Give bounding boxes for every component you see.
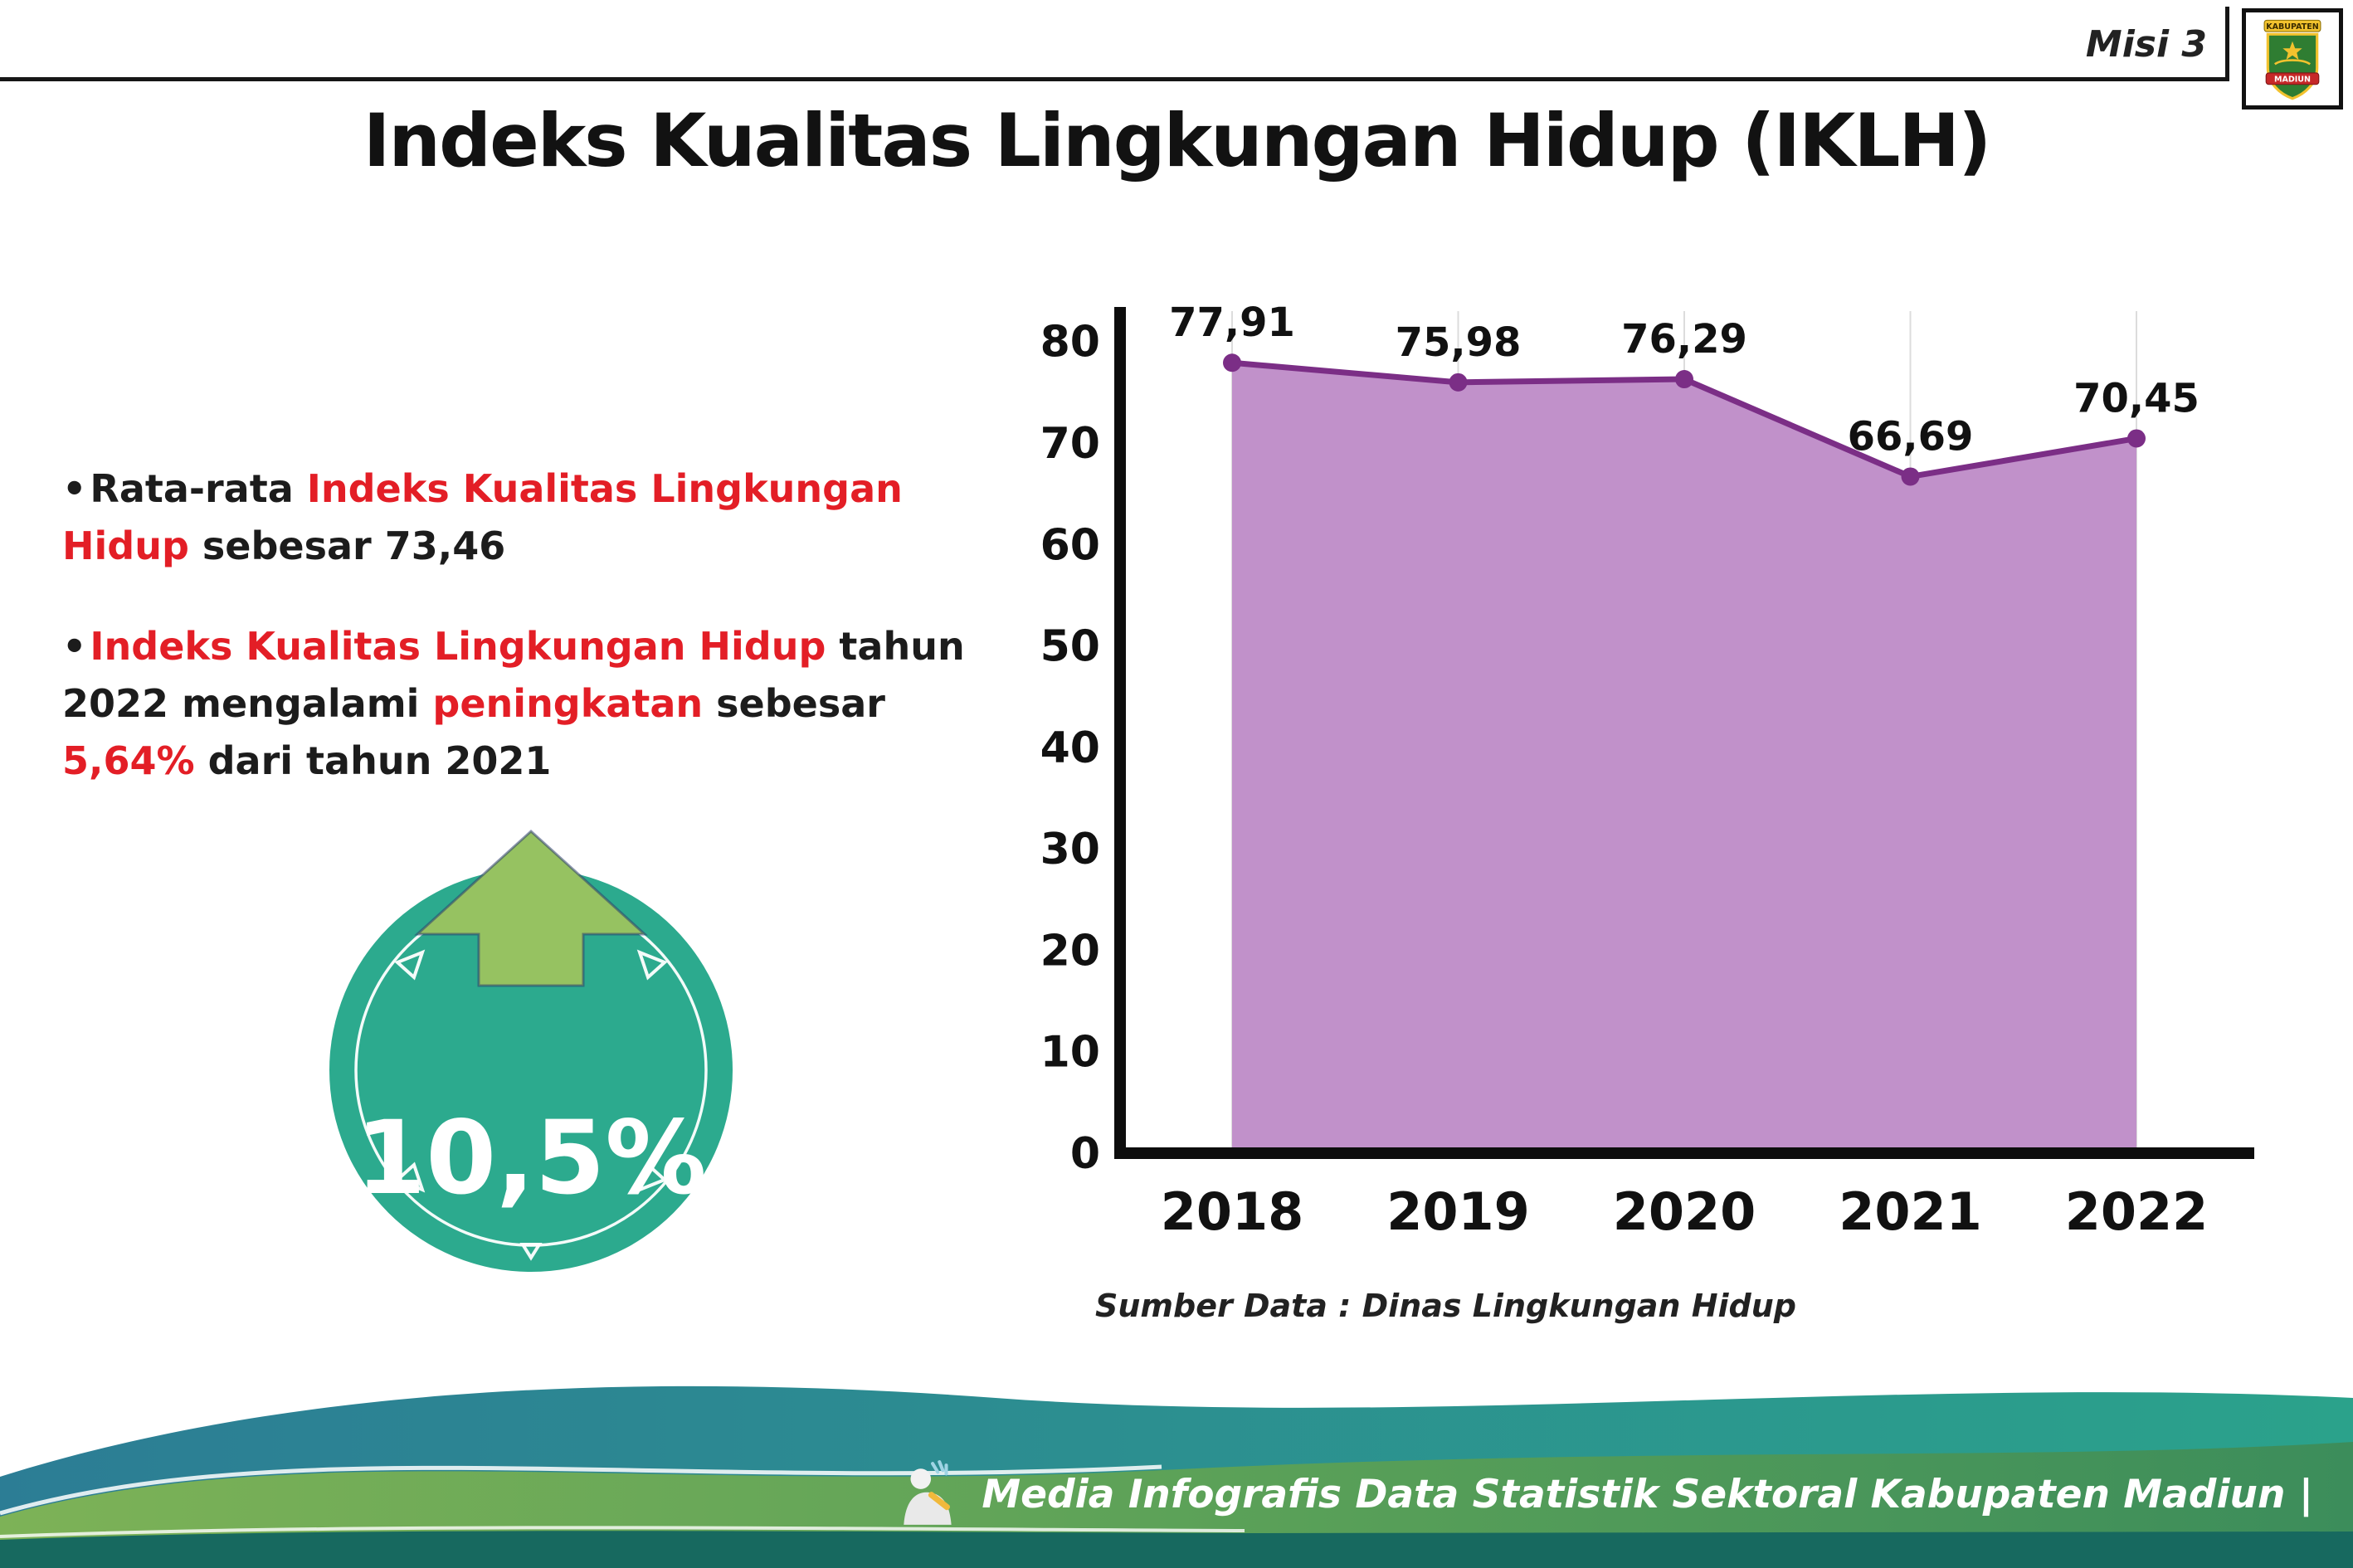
y-tick-label: 10 [1040, 1028, 1100, 1078]
value-label: 76,29 [1621, 316, 1747, 363]
data-point [2127, 429, 2146, 448]
svg-text:KABUPATEN: KABUPATEN [2266, 22, 2318, 32]
header-rule [0, 77, 2227, 81]
bullet1-highlight: Indeks Kualitas Lingkungan Hidup [62, 466, 903, 568]
misi-label: Misi 3 [2085, 23, 2207, 66]
footer-wave [0, 1385, 2353, 1568]
x-tick-label: 2021 [1839, 1181, 1982, 1242]
data-point [1901, 467, 1920, 486]
value-label: 75,98 [1396, 319, 1522, 366]
y-tick-label: 70 [1040, 419, 1100, 469]
y-tick-label: 40 [1040, 723, 1100, 773]
iklh-chart-svg: 80 70 60 50 40 30 20 10 0 2018 2019 2020 2021 2022 77,… [1040, 299, 2254, 1242]
bullet1-tail: sebesar 73,46 [188, 523, 506, 568]
summary-bullets: Rata-rata Indeks Kualitas Lingkungan Hid… [62, 460, 983, 833]
footer-credit-row: Media Infografis Data Statistik Sektoral… [894, 1458, 2313, 1530]
x-tick-label: 2022 [2065, 1181, 2209, 1242]
x-tick-label: 2018 [1161, 1181, 1304, 1242]
up-arrow-icon [414, 829, 648, 987]
value-label: 77,91 [1169, 299, 1295, 346]
bullet1-text: Rata-rata [90, 466, 307, 511]
bullet2-highlight-1: Indeks Kualitas Lingkungan Hidup [90, 624, 826, 669]
x-tick-label: 2019 [1386, 1181, 1530, 1242]
header-rule-corner [2225, 7, 2229, 81]
badge-value: 10,5% [355, 1099, 706, 1217]
bullet2-highlight-3: 5,64% [62, 738, 195, 783]
area-series [1232, 363, 2136, 1153]
data-point [1223, 353, 1241, 373]
page-title: Indeks Kualitas Lingkungan Hidup (IKLH) [363, 98, 1992, 183]
increase-badge-graphic: 10,5% [329, 829, 733, 1272]
bullet2-text-3: dari tahun 2021 [194, 738, 552, 783]
bullet2-text-1: tahun 2022 mengalami [62, 624, 965, 726]
y-tick-label: 50 [1040, 622, 1100, 672]
writer-icon [904, 1460, 952, 1525]
y-tick-label: 30 [1040, 825, 1100, 874]
bullet-increase-2022: Indeks Kualitas Lingkungan Hidup tahun 2… [62, 618, 983, 790]
y-axis [1114, 307, 1126, 1159]
data-point [1449, 373, 1468, 392]
bullet2-text-2: sebesar [703, 681, 885, 726]
data-point [1675, 370, 1693, 389]
y-tick-label: 60 [1040, 520, 1100, 570]
x-tick-label: 2020 [1613, 1181, 1756, 1242]
bullet-average-iklh: Rata-rata Indeks Kualitas Lingkungan Hid… [62, 460, 983, 575]
y-tick-label: 80 [1040, 318, 1100, 368]
iklh-area-chart: 80 70 60 50 40 30 20 10 0 2018 2019 2020 2021 2022 77,… [1029, 274, 2265, 1294]
kabupaten-madiun-logo: KABUPATEN MADIUN [2242, 8, 2343, 110]
x-axis [1114, 1147, 2254, 1159]
badge-circle [329, 869, 733, 1272]
y-tick-label: 0 [1070, 1129, 1100, 1179]
y-tick-label: 20 [1040, 926, 1100, 976]
value-label: 70,45 [2073, 375, 2200, 421]
svg-text:MADIUN: MADIUN [2274, 75, 2311, 85]
badge-tick-triangles [394, 949, 668, 1261]
bullet2-highlight-2: peningkatan [432, 681, 704, 726]
value-label: 66,69 [1848, 413, 1974, 460]
footer-credit: Media Infografis Data Statistik Sektoral… [982, 1471, 2313, 1517]
increase-badge: 10,5% [311, 796, 759, 1327]
crest-icon: KABUPATEN MADIUN [2263, 19, 2321, 100]
data-source-note: Sumber Data : Dinas Lingkungan Hidup [1095, 1288, 1796, 1324]
